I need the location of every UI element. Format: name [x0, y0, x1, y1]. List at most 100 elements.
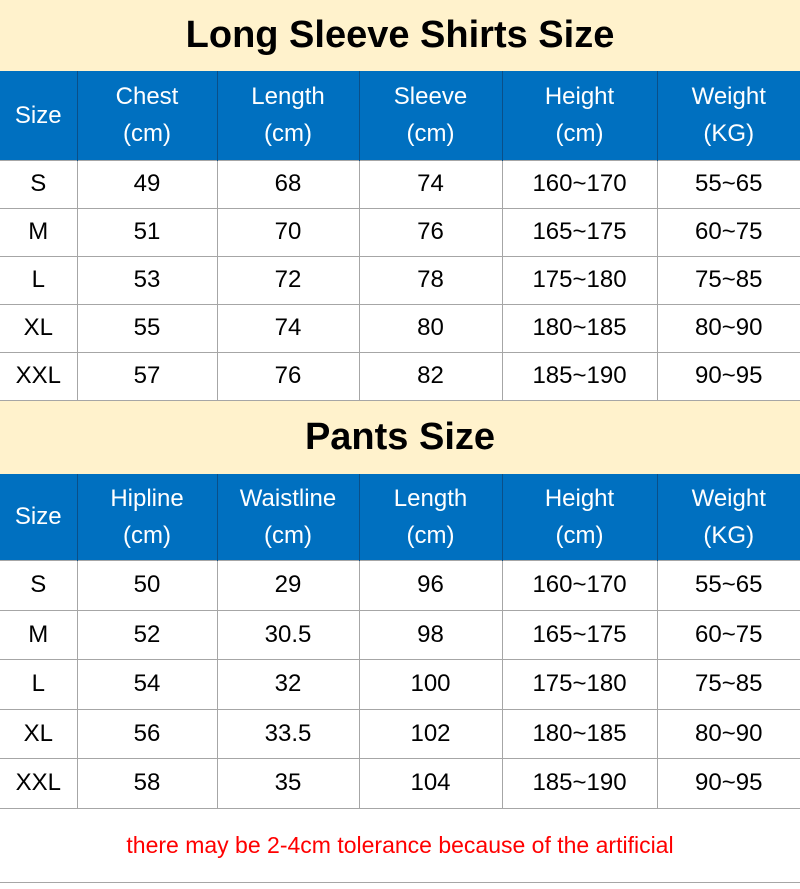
column-header-line: Height — [544, 484, 615, 512]
value-cell: 102 — [358, 708, 503, 759]
column-header-line: (cm) — [264, 521, 312, 549]
size-cell: S — [0, 560, 78, 611]
value-cell: 180~185 — [501, 303, 658, 353]
column-header-line: Weight — [691, 83, 766, 111]
column-header-line: Length — [393, 484, 468, 512]
table-row: S 49 68 74 160~170 55~65 — [0, 159, 800, 209]
value-cell: 54 — [76, 659, 218, 710]
size-cell: XXL — [0, 758, 78, 809]
column-header-line: Sleeve — [393, 83, 468, 111]
value-cell: 165~175 — [501, 207, 658, 257]
tolerance-note: there may be 2-4cm tolerance because of … — [0, 809, 800, 883]
column-header-line: Height — [544, 83, 615, 111]
column-header-line: (KG) — [703, 120, 755, 148]
column-header: Height (cm) — [501, 473, 658, 561]
value-cell: 49 — [76, 159, 218, 209]
header-row: Size Hipline (cm) Waistline (cm) Length (cm) He… — [0, 473, 800, 561]
value-cell: 60~75 — [656, 609, 800, 660]
table-row: XL 55 74 80 180~185 80~90 — [0, 303, 800, 353]
table-row: S 50 29 96 160~170 55~65 — [0, 560, 800, 611]
value-cell: 50 — [76, 560, 218, 611]
size-cell: L — [0, 255, 78, 305]
value-cell: 56 — [76, 708, 218, 759]
value-cell: 52 — [76, 609, 218, 660]
value-cell: 98 — [358, 609, 503, 660]
column-header: Chest (cm) — [76, 71, 218, 160]
value-cell: 68 — [216, 159, 360, 209]
value-cell: 175~180 — [501, 255, 658, 305]
table-row: L 53 72 78 175~180 75~85 — [0, 255, 800, 305]
value-cell: 76 — [358, 207, 503, 257]
column-header-line: Size — [14, 101, 62, 129]
value-cell: 175~180 — [501, 659, 658, 710]
column-header-line: Size — [14, 503, 62, 531]
column-header: Size — [0, 473, 78, 561]
value-cell: 75~85 — [656, 659, 800, 710]
value-cell: 60~75 — [656, 207, 800, 257]
column-header-line: (cm) — [555, 120, 604, 148]
size-cell: S — [0, 159, 78, 209]
pants-size-table: Size Hipline (cm) Waistline (cm) Length (cm) He… — [0, 473, 800, 809]
column-header-line: (cm) — [264, 120, 312, 148]
value-cell: 72 — [216, 255, 360, 305]
pants-title: Pants Size — [0, 400, 800, 474]
value-cell: 57 — [76, 351, 218, 401]
value-cell: 74 — [358, 159, 503, 209]
value-cell: 70 — [216, 207, 360, 257]
value-cell: 29 — [216, 560, 360, 611]
header-row: Size Chest (cm) Length (cm) Sleeve (cm) Height (… — [0, 71, 800, 160]
column-header-line: Waistline — [239, 484, 337, 512]
value-cell: 75~85 — [656, 255, 800, 305]
value-cell: 55 — [76, 303, 218, 353]
column-header-line: Hipline — [110, 484, 184, 512]
column-header-line: (cm) — [123, 521, 171, 549]
value-cell: 90~95 — [656, 351, 800, 401]
value-cell: 55~65 — [656, 159, 800, 209]
column-header-line: (cm) — [406, 120, 455, 148]
column-header-line: Length — [251, 83, 325, 111]
value-cell: 185~190 — [501, 758, 658, 809]
shirts-size-table: Size Chest (cm) Length (cm) Sleeve (cm) Height (… — [0, 71, 800, 401]
value-cell: 90~95 — [656, 758, 800, 809]
column-header: Sleeve (cm) — [358, 71, 503, 160]
column-header: Weight (KG) — [656, 473, 800, 561]
column-header-line: (cm) — [555, 521, 604, 549]
column-header-line: (KG) — [703, 521, 755, 549]
column-header-line: (cm) — [406, 521, 455, 549]
column-header: Weight (KG) — [656, 71, 800, 160]
size-cell: XXL — [0, 351, 78, 401]
value-cell: 76 — [216, 351, 360, 401]
column-header: Length (cm) — [216, 71, 360, 160]
value-cell: 74 — [216, 303, 360, 353]
column-header-line: Weight — [691, 484, 766, 512]
value-cell: 55~65 — [656, 560, 800, 611]
column-header-line: Chest — [115, 83, 179, 111]
value-cell: 78 — [358, 255, 503, 305]
value-cell: 53 — [76, 255, 218, 305]
value-cell: 80 — [358, 303, 503, 353]
column-header: Waistline (cm) — [216, 473, 360, 561]
value-cell: 96 — [358, 560, 503, 611]
value-cell: 32 — [216, 659, 360, 710]
value-cell: 58 — [76, 758, 218, 809]
value-cell: 35 — [216, 758, 360, 809]
value-cell: 160~170 — [501, 159, 658, 209]
value-cell: 160~170 — [501, 560, 658, 611]
value-cell: 104 — [358, 758, 503, 809]
value-cell: 80~90 — [656, 708, 800, 759]
value-cell: 30.5 — [216, 609, 360, 660]
column-header: Height (cm) — [501, 71, 658, 160]
table-row: XL 56 33.5 102 180~185 80~90 — [0, 708, 800, 759]
column-header: Size — [0, 71, 78, 160]
column-header-line: (cm) — [123, 120, 171, 148]
value-cell: 80~90 — [656, 303, 800, 353]
value-cell: 51 — [76, 207, 218, 257]
value-cell: 185~190 — [501, 351, 658, 401]
table-row: XXL 58 35 104 185~190 90~95 — [0, 758, 800, 809]
value-cell: 33.5 — [216, 708, 360, 759]
table-row: L 54 32 100 175~180 75~85 — [0, 659, 800, 710]
table-row: M 52 30.5 98 165~175 60~75 — [0, 609, 800, 660]
size-cell: L — [0, 659, 78, 710]
size-cell: XL — [0, 708, 78, 759]
value-cell: 180~185 — [501, 708, 658, 759]
